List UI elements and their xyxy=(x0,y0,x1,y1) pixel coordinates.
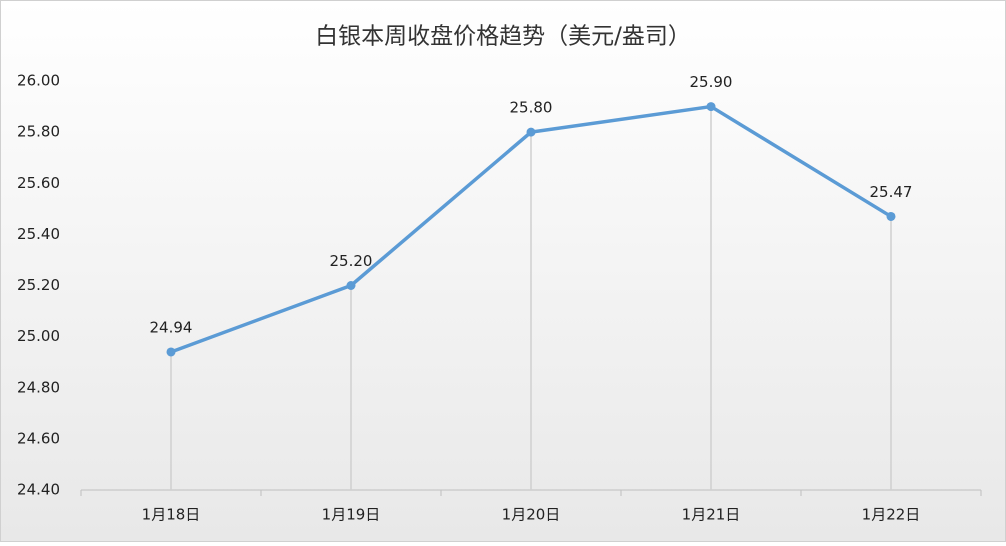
y-tick-label: 26.00 xyxy=(17,72,60,90)
x-tick-label: 1月18日 xyxy=(142,506,201,524)
y-tick-label: 25.80 xyxy=(17,123,60,141)
y-tick-label: 24.80 xyxy=(17,378,60,396)
x-tick-label: 1月21日 xyxy=(682,506,741,524)
marker xyxy=(166,347,176,357)
x-tick-label: 1月20日 xyxy=(502,506,561,524)
marker xyxy=(346,281,356,290)
data-label: 25.20 xyxy=(330,252,373,270)
x-tick-label: 1月22日 xyxy=(862,506,921,524)
data-label: 25.47 xyxy=(870,183,913,201)
y-tick-label: 25.00 xyxy=(17,327,60,345)
y-tick-label: 24.60 xyxy=(17,429,60,447)
y-tick-label: 25.20 xyxy=(17,276,60,294)
marker xyxy=(706,102,716,112)
y-tick-label: 25.40 xyxy=(17,225,60,243)
y-tick-label: 24.40 xyxy=(17,481,60,499)
data-label: 25.80 xyxy=(510,99,553,117)
data-label: 25.90 xyxy=(690,73,733,91)
y-tick-label: 25.60 xyxy=(17,174,60,192)
marker xyxy=(886,211,896,221)
x-tick-label: 1月19日 xyxy=(322,506,381,524)
data-label: 24.94 xyxy=(150,318,193,336)
marker xyxy=(526,127,536,137)
chart-title: 白银本周收盘价格趋势（美元/盎司） xyxy=(315,24,691,50)
